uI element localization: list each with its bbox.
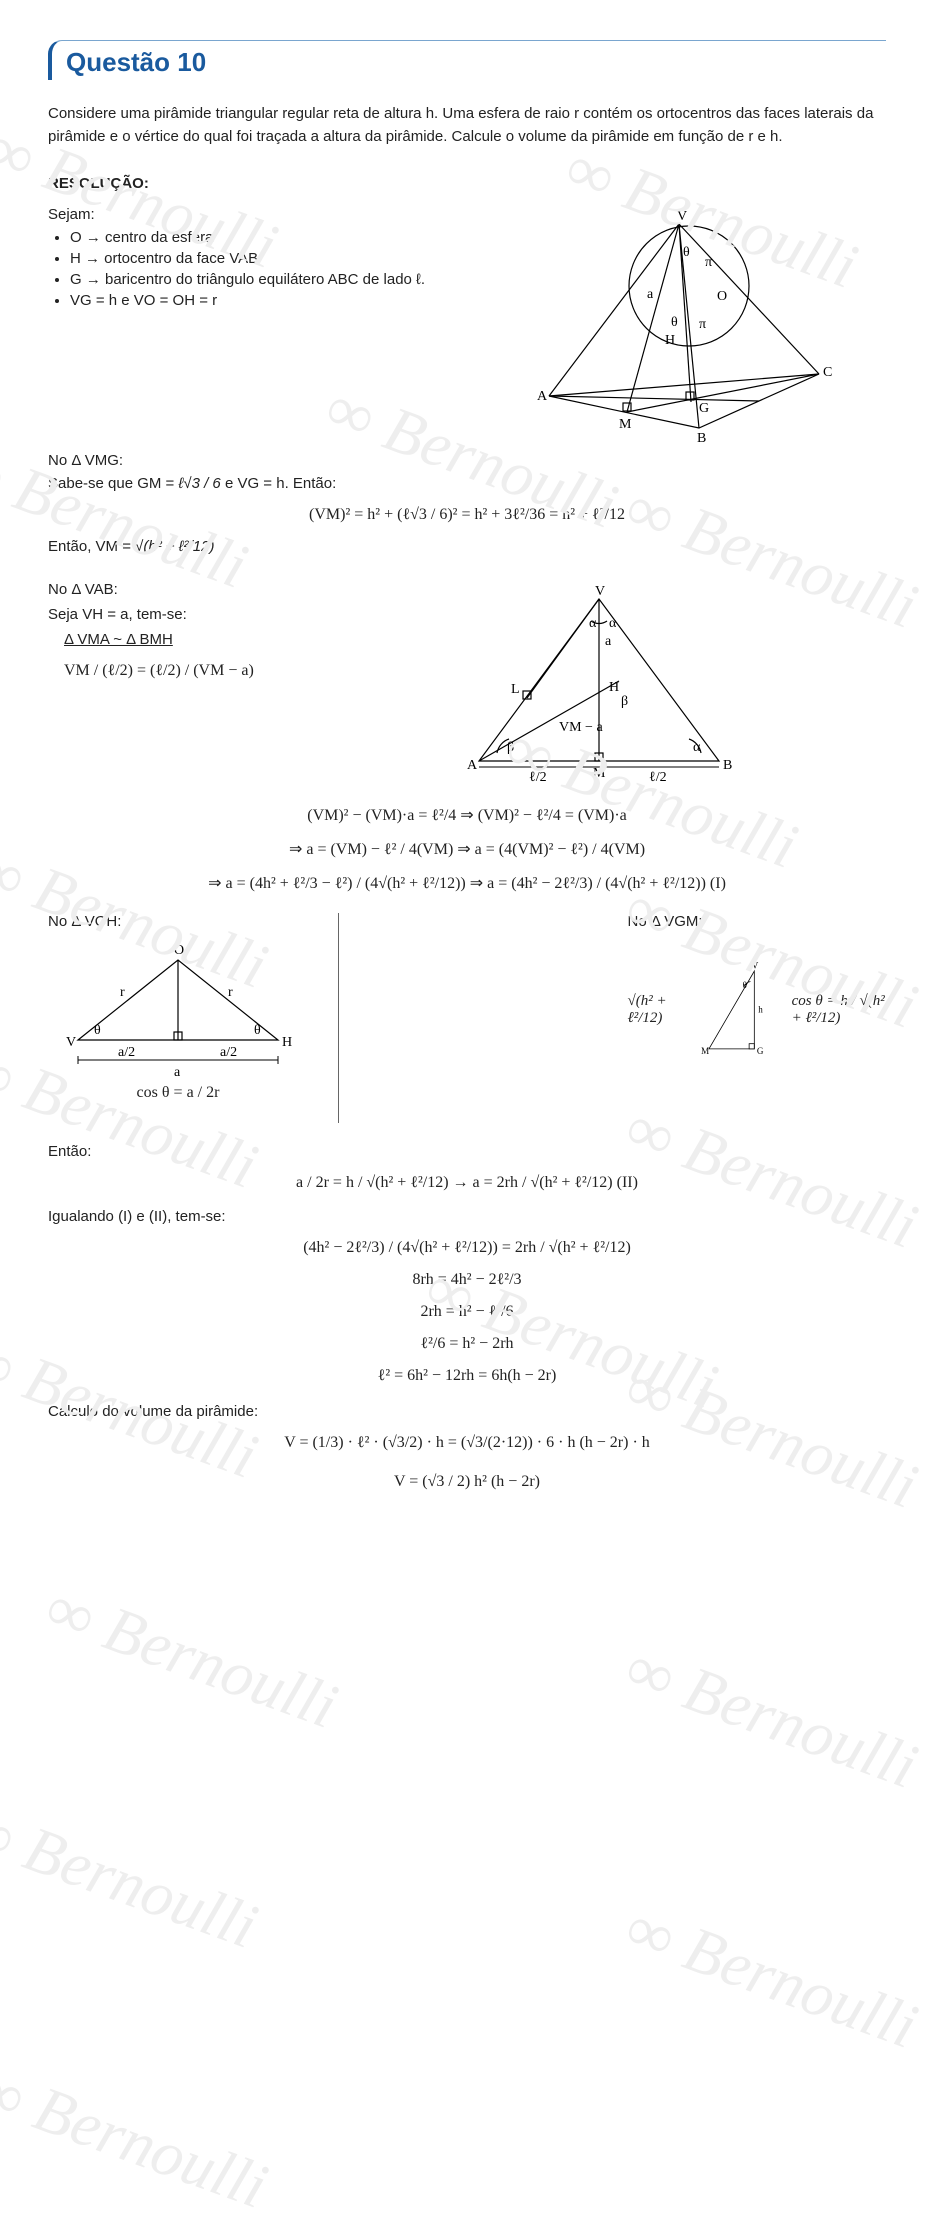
- svg-text:V: V: [595, 584, 605, 599]
- svg-text:A: A: [537, 389, 548, 404]
- svg-text:β: β: [621, 694, 628, 709]
- svg-text:θ: θ: [94, 1023, 101, 1038]
- svg-text:H: H: [609, 680, 619, 695]
- svg-text:r: r: [120, 985, 125, 1000]
- svg-text:ℓ/2: ℓ/2: [649, 770, 667, 785]
- svg-text:A: A: [467, 758, 478, 773]
- cos-voh: cos θ = a / 2r: [48, 1084, 308, 1102]
- triangle-vgm-label: No Δ VGM:: [628, 913, 887, 930]
- svg-text:G: G: [699, 401, 709, 416]
- svg-text:θ: θ: [254, 1023, 261, 1038]
- triangle-voh-label: No Δ VOH:: [48, 913, 308, 930]
- svg-text:a/2: a/2: [118, 1045, 135, 1060]
- triangle-vmg-label: No Δ VMG:: [48, 452, 886, 469]
- igualando-label: Igualando (I) e (II), tem-se:: [48, 1208, 886, 1225]
- equating-2: 8rh = 4h² − 2ℓ²/3: [48, 1271, 886, 1289]
- volume-step: V = (1/3) · ℓ² · (√3/2) · h = (√3/(2·12)…: [48, 1434, 886, 1452]
- svg-text:H: H: [282, 1035, 292, 1050]
- vm-squared-equation: (VM)² = h² + (ℓ√3 / 6)² = h² + 3ℓ²/36 = …: [48, 506, 886, 524]
- watermark: ∞ Bernoulli: [0, 2050, 277, 2223]
- svg-text:θ: θ: [683, 245, 690, 260]
- derivation-3: ⇒ a = (4h² + ℓ²/3 − ℓ²) / (4√(h² + ℓ²/12…: [48, 873, 886, 893]
- equating-4: ℓ²/6 = h² − 2rh: [48, 1335, 886, 1353]
- vertical-divider: [338, 913, 598, 1123]
- svg-text:θ: θ: [671, 315, 678, 330]
- cos-vgm: cos θ = h / √(h² + ℓ²/12): [792, 993, 886, 1027]
- svg-text:ℓ/2: ℓ/2: [529, 770, 547, 785]
- svg-text:α: α: [589, 616, 597, 631]
- equating-5: ℓ² = 6h² − 12rh = 6h(h − 2r): [48, 1367, 886, 1385]
- entao-label: Então:: [48, 1143, 886, 1160]
- seja-vh: Seja VH = a, tem-se:: [48, 606, 419, 623]
- equation-ii: a / 2r = h / √(h² + ℓ²/12) → a = 2rh / √…: [48, 1174, 886, 1192]
- svg-text:a: a: [174, 1065, 181, 1080]
- hypotenuse-label: √(h² + ℓ²/12): [628, 993, 678, 1027]
- svg-text:α: α: [609, 616, 617, 631]
- svg-text:V: V: [66, 1035, 76, 1050]
- svg-text:a: a: [605, 634, 612, 649]
- svg-text:π: π: [699, 317, 706, 332]
- def-item: O → centro da esfera: [70, 229, 489, 246]
- similar-triangles: Δ VMA ~ Δ BMH: [64, 631, 419, 648]
- vgm-figure: V M G h θ: [696, 930, 774, 1090]
- problem-statement: Considere uma pirâmide triangular regula…: [48, 102, 886, 149]
- svg-text:β: β: [507, 740, 514, 755]
- svg-text:h: h: [758, 1004, 763, 1014]
- svg-text:M: M: [619, 417, 632, 432]
- svg-text:B: B: [723, 758, 732, 773]
- derivation-2: ⇒ a = (VM) − ℓ² / 4(VM) ⇒ a = (4(VM)² − …: [48, 839, 886, 859]
- svg-text:V: V: [677, 209, 687, 224]
- svg-text:M: M: [593, 766, 606, 781]
- watermark: ∞ Bernoulli: [36, 1570, 346, 1743]
- volume-final: V = (√3 / 2) h² (h − 2r): [48, 1466, 886, 1498]
- watermark: ∞ Bernoulli: [616, 1890, 926, 2063]
- vm-result: Então, VM = √(h² + ℓ²/12): [48, 538, 886, 555]
- definitions-list: O → centro da esfera H → ortocentro da f…: [48, 229, 489, 309]
- volume-calc-label: Cálculo do volume da pirâmide:: [48, 1403, 886, 1420]
- svg-text:VM − a: VM − a: [559, 720, 603, 735]
- def-item: H → ortocentro da face VAB: [70, 250, 489, 267]
- def-item: VG = h e VO = OH = r: [70, 292, 489, 309]
- svg-text:L: L: [511, 682, 520, 697]
- question-header: Questão 10: [48, 40, 886, 80]
- svg-text:C: C: [823, 365, 832, 380]
- def-item: G → baricentro do triângulo equilátero A…: [70, 271, 489, 288]
- svg-text:r: r: [228, 985, 233, 1000]
- voh-figure: O V H r r θ θ a/2 a/2 a: [48, 930, 308, 1080]
- svg-text:V: V: [752, 960, 759, 970]
- svg-text:M: M: [701, 1046, 709, 1056]
- equating-1: (4h² − 2ℓ²/3) / (4√(h² + ℓ²/12)) = 2rh /…: [48, 1239, 886, 1257]
- svg-text:O: O: [174, 943, 184, 958]
- gm-sentence: Sabe-se que GM = ℓ√3 / 6 e VG = h. Então…: [48, 475, 886, 492]
- svg-text:G: G: [757, 1046, 764, 1056]
- derivation-1: (VM)² − (VM)·a = ℓ²/4 ⇒ (VM)² − ℓ²/4 = (…: [48, 805, 886, 825]
- pyramid-figure: V A B C M G H O a θ θ π π: [519, 206, 839, 446]
- svg-text:a: a: [647, 287, 654, 302]
- svg-text:θ: θ: [743, 979, 747, 989]
- watermark: ∞ Bernoulli: [0, 1790, 267, 1963]
- svg-text:B: B: [697, 431, 706, 446]
- ratio-equation: VM / (ℓ/2) = (ℓ/2) / (VM − a): [64, 662, 419, 680]
- question-title: Questão 10: [66, 47, 206, 77]
- svg-text:O: O: [717, 289, 727, 304]
- resolution-heading: RESOLUÇÃO:: [48, 175, 886, 192]
- svg-text:π: π: [705, 255, 712, 270]
- watermark: ∞ Bernoulli: [616, 1630, 926, 1803]
- face-triangle-figure: V A B M H L a α α β β α VM − a ℓ/2 ℓ/2: [449, 581, 749, 791]
- svg-text:α: α: [693, 740, 701, 755]
- sejam-label: Sejam:: [48, 206, 489, 223]
- svg-text:a/2: a/2: [220, 1045, 237, 1060]
- equating-3: 2rh = h² − ℓ²/6: [48, 1303, 886, 1321]
- triangle-vab-label: No Δ VAB:: [48, 581, 419, 598]
- svg-text:H: H: [665, 333, 675, 348]
